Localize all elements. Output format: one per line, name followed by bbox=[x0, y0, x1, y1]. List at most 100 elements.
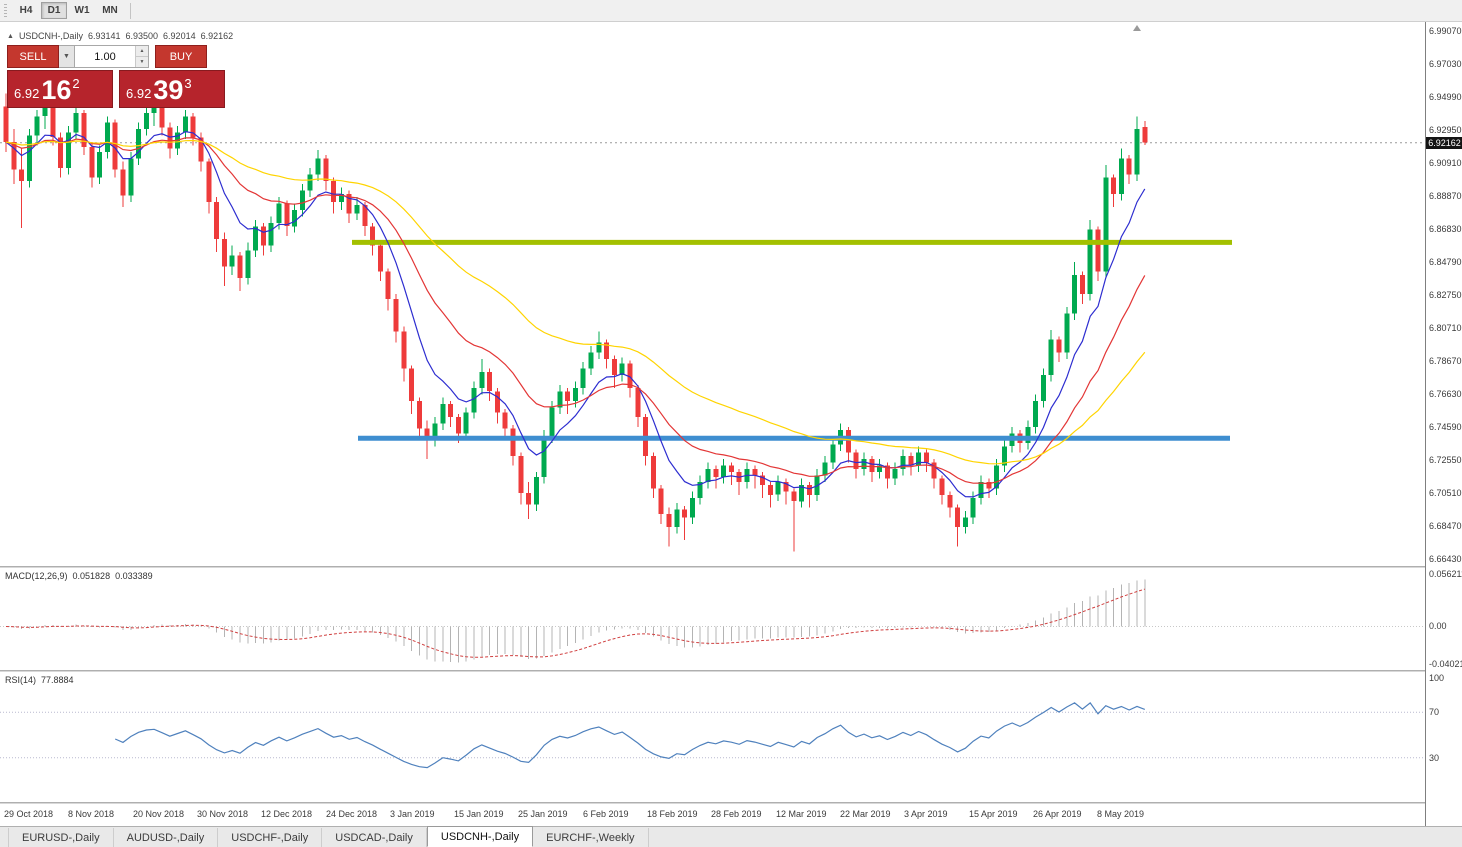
price-pane[interactable]: ▲ USDCNH-,Daily 6.93141 6.93500 6.92014 … bbox=[0, 22, 1425, 566]
date-label: 18 Feb 2019 bbox=[647, 809, 698, 819]
axis-scale-label: 6.74590 bbox=[1429, 422, 1462, 432]
chart-tabs-bar: EURUSD-,Daily AUDUSD-,Daily USDCHF-,Dail… bbox=[0, 826, 1462, 847]
volume-input[interactable] bbox=[75, 46, 148, 67]
rsi-pane[interactable]: RSI(14) 77.8884 bbox=[0, 672, 1425, 802]
date-label: 29 Oct 2018 bbox=[4, 809, 54, 819]
date-label: 8 Nov 2018 bbox=[68, 809, 115, 819]
volume-spinner: ▲ ▼ bbox=[135, 46, 148, 67]
axis-scale-label: 6.68470 bbox=[1429, 521, 1462, 531]
pane-separator[interactable] bbox=[0, 802, 1462, 804]
ma-line-8 bbox=[5, 130, 1146, 498]
chart-container: ▲ USDCNH-,Daily 6.93141 6.93500 6.92014 … bbox=[0, 22, 1462, 826]
tab-eurusd-daily[interactable]: EURUSD-,Daily bbox=[8, 828, 114, 847]
chart-shift-marker-icon[interactable] bbox=[1133, 25, 1141, 31]
axis-scale-label: 70 bbox=[1429, 707, 1440, 717]
timeframe-button-d1[interactable]: D1 bbox=[41, 2, 67, 19]
ohlc-low: 6.92014 bbox=[163, 31, 196, 41]
tab-audusd-daily[interactable]: AUDUSD-,Daily bbox=[114, 828, 219, 847]
price-chart[interactable] bbox=[0, 22, 1425, 566]
bid-quote-button[interactable]: 6.92 16 2 bbox=[7, 70, 113, 108]
ohlc-close: 6.92162 bbox=[200, 31, 234, 41]
axis-scale-label: 0.056211 bbox=[1429, 569, 1462, 579]
axis-scale-label: 6.90910 bbox=[1429, 158, 1462, 168]
macd-chart[interactable] bbox=[0, 568, 1425, 670]
spin-down-icon[interactable]: ▼ bbox=[136, 57, 148, 67]
rsi-name: RSI(14) bbox=[5, 675, 37, 685]
date-label: 20 Nov 2018 bbox=[133, 809, 185, 819]
axis-scale-label: 30 bbox=[1429, 753, 1440, 763]
axis-scale-label: 6.66430 bbox=[1429, 554, 1462, 564]
ma-line-45 bbox=[5, 139, 1146, 465]
date-label: 30 Nov 2018 bbox=[197, 809, 249, 819]
date-label: 15 Jan 2019 bbox=[454, 809, 504, 819]
ask-quote-button[interactable]: 6.92 39 3 bbox=[119, 70, 225, 108]
date-label: 8 May 2019 bbox=[1097, 809, 1145, 819]
axis-scale-label: 6.78670 bbox=[1429, 356, 1462, 366]
macd-signal-value: 0.033389 bbox=[115, 571, 153, 581]
axis-scale-label: 6.70510 bbox=[1429, 488, 1462, 498]
toolbar-separator bbox=[130, 2, 131, 19]
axis-scale-label: 6.82750 bbox=[1429, 290, 1462, 300]
date-label: 25 Jan 2019 bbox=[518, 809, 568, 819]
date-label: 6 Feb 2019 bbox=[583, 809, 629, 819]
tab-usdcad-daily[interactable]: USDCAD-,Daily bbox=[322, 828, 427, 847]
axis-scale-label: 6.86830 bbox=[1429, 224, 1462, 234]
pane-separator[interactable] bbox=[0, 566, 1462, 568]
ma-line-20 bbox=[5, 137, 1146, 485]
macd-signal-line bbox=[5, 588, 1145, 658]
date-label: 3 Jan 2019 bbox=[390, 809, 435, 819]
ohlc-open: 6.93141 bbox=[87, 31, 121, 41]
date-label: 3 Apr 2019 bbox=[904, 809, 948, 819]
sell-button[interactable]: SELL bbox=[7, 45, 59, 68]
ohlc-high: 6.93500 bbox=[125, 31, 159, 41]
timeframe-toolbar: H4 D1 W1 MN bbox=[0, 0, 1462, 22]
tab-usdcnh-daily[interactable]: USDCNH-,Daily bbox=[426, 826, 534, 847]
axis-scale-label: 0.00 bbox=[1429, 621, 1447, 631]
time-axis[interactable]: 29 Oct 2018 8 Nov 2018 20 Nov 2018 30 Nov 2… bbox=[0, 804, 1425, 826]
axis-scale-label: 6.92950 bbox=[1429, 125, 1462, 135]
rsi-label: RSI(14) 77.8884 bbox=[5, 675, 79, 685]
date-label: 12 Dec 2018 bbox=[261, 809, 313, 819]
macd-label: MACD(12,26,9) 0.051828 0.033389 bbox=[5, 571, 158, 581]
date-label: 12 Mar 2019 bbox=[776, 809, 827, 819]
axis-scale-label: 6.80710 bbox=[1429, 323, 1462, 333]
axis-scale-label: 100 bbox=[1429, 673, 1445, 683]
rsi-line bbox=[114, 702, 1146, 769]
timeframe-button-mn[interactable]: MN bbox=[102, 5, 118, 16]
tab-usdchf-daily[interactable]: USDCHF-,Daily bbox=[218, 828, 323, 847]
axis-scale-label: 6.97030 bbox=[1429, 59, 1462, 69]
bid-price-prefix: 6.92 bbox=[14, 86, 40, 101]
ask-price-point: 3 bbox=[184, 76, 192, 91]
macd-histogram bbox=[13, 579, 1146, 663]
date-label: 24 Dec 2018 bbox=[326, 809, 378, 819]
macd-pane[interactable]: MACD(12,26,9) 0.051828 0.033389 bbox=[0, 568, 1425, 670]
tab-eurchf-weekly[interactable]: EURCHF-,Weekly bbox=[533, 828, 649, 847]
axis-scale-label: 6.88870 bbox=[1429, 191, 1462, 201]
toolbar-grip[interactable] bbox=[4, 3, 7, 18]
axis-scale-label: 6.94990 bbox=[1429, 92, 1462, 102]
volume-field-wrap: ▲ ▼ bbox=[75, 45, 149, 68]
date-label: 28 Feb 2019 bbox=[711, 809, 762, 819]
pane-separator[interactable] bbox=[0, 670, 1462, 672]
rsi-value: 77.8884 bbox=[41, 675, 74, 685]
axis-scale-label: 6.72550 bbox=[1429, 455, 1462, 465]
ask-price-prefix: 6.92 bbox=[126, 86, 152, 101]
buy-button[interactable]: BUY bbox=[155, 45, 207, 68]
macd-main-value: 0.051828 bbox=[72, 571, 111, 581]
volume-dropdown-icon[interactable]: ▼ bbox=[59, 45, 75, 68]
axis-scale-label: 6.99070 bbox=[1429, 26, 1462, 36]
symbol-name: USDCNH-,Daily bbox=[18, 31, 83, 41]
one-click-collapse-icon[interactable]: ▲ bbox=[7, 32, 14, 40]
timeframe-button-h4[interactable]: H4 bbox=[19, 5, 33, 16]
bid-price-point: 2 bbox=[72, 76, 80, 91]
rsi-chart[interactable] bbox=[0, 672, 1425, 802]
candles-series bbox=[3, 93, 1148, 552]
macd-name: MACD(12,26,9) bbox=[5, 571, 68, 581]
date-label: 15 Apr 2019 bbox=[969, 809, 1018, 819]
axis-scale-label: -0.040218 bbox=[1429, 659, 1462, 669]
spin-up-icon[interactable]: ▲ bbox=[136, 46, 148, 57]
one-click-trading-panel: SELL ▼ ▲ ▼ BUY 6.92 16 2 bbox=[7, 45, 225, 108]
price-axis[interactable]: 6.92162 6.99070 6.97030 6.94990 6.92950 6.90… bbox=[1425, 22, 1462, 826]
timeframe-button-w1[interactable]: W1 bbox=[74, 5, 90, 16]
